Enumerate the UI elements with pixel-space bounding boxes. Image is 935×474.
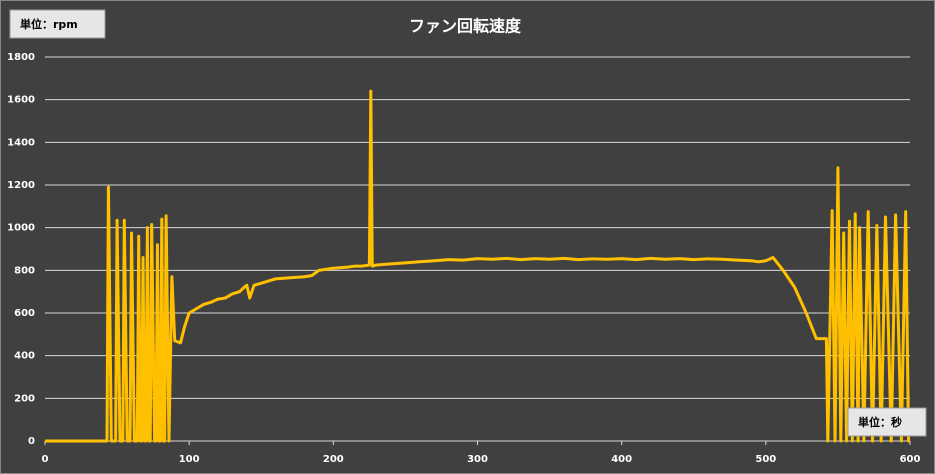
- x-unit-box: [847, 407, 927, 437]
- y-tick-label: 0: [28, 436, 35, 447]
- y-tick-label: 1200: [7, 180, 35, 191]
- y-tick-label: 600: [14, 308, 35, 319]
- x-tick-label: 400: [611, 454, 632, 465]
- x-tick-label: 200: [323, 454, 344, 465]
- y-tick-label: 400: [14, 351, 35, 362]
- x-tick-label: 0: [42, 454, 49, 465]
- y-tick-label: 1800: [7, 52, 35, 63]
- y-unit-label: 単位：rpm: [20, 17, 78, 31]
- y-unit-box: [9, 9, 106, 39]
- x-tick-label: 300: [467, 454, 488, 465]
- y-tick-label: 1600: [7, 95, 35, 106]
- chart-title: ファン回転速度: [409, 17, 522, 36]
- y-tick-label: 1000: [7, 223, 35, 234]
- y-tick-label: 200: [14, 393, 35, 404]
- data-line: [45, 89, 911, 443]
- y-tick-label: 1400: [7, 137, 35, 148]
- x-unit-label: 単位：秒: [858, 415, 902, 429]
- x-tick-label: 100: [179, 454, 200, 465]
- y-tick-label: 800: [14, 265, 35, 276]
- x-tick-label: 600: [900, 454, 921, 465]
- x-tick-label: 500: [755, 454, 776, 465]
